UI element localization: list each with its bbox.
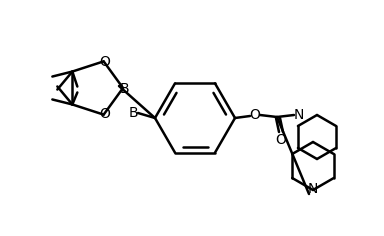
Text: O: O	[276, 133, 286, 147]
Text: O: O	[99, 55, 110, 69]
Text: O: O	[99, 107, 110, 121]
Text: B: B	[128, 106, 138, 120]
Text: B: B	[119, 82, 129, 96]
Text: N: N	[308, 182, 318, 196]
Text: N: N	[294, 108, 304, 122]
Text: O: O	[250, 108, 260, 122]
